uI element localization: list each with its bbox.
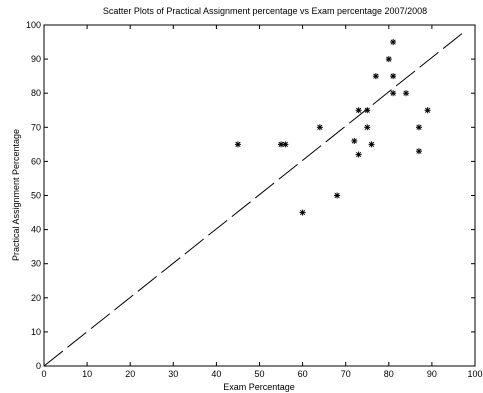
data-point bbox=[278, 141, 285, 148]
data-point bbox=[355, 151, 362, 158]
data-point bbox=[424, 107, 431, 114]
data-point bbox=[390, 90, 397, 97]
data-point bbox=[368, 141, 375, 148]
y-tick-label: 80 bbox=[31, 88, 41, 98]
x-tick-label: 90 bbox=[427, 369, 437, 379]
x-tick-label: 30 bbox=[168, 369, 178, 379]
data-point bbox=[299, 209, 306, 216]
data-point bbox=[415, 124, 422, 131]
x-tick-label: 60 bbox=[298, 369, 308, 379]
y-tick-label: 70 bbox=[31, 122, 41, 132]
x-tick-label: 10 bbox=[82, 369, 92, 379]
x-tick-label: 50 bbox=[254, 369, 264, 379]
y-tick-label: 20 bbox=[31, 293, 41, 303]
x-tick-label: 80 bbox=[384, 369, 394, 379]
reference-line bbox=[43, 33, 463, 367]
data-point bbox=[316, 124, 323, 131]
y-tick-label: 100 bbox=[26, 20, 41, 30]
data-point bbox=[385, 56, 392, 63]
data-point bbox=[364, 124, 371, 131]
data-point bbox=[282, 141, 289, 148]
data-point bbox=[351, 137, 358, 144]
data-point bbox=[334, 192, 341, 199]
data-point bbox=[372, 73, 379, 80]
y-tick-label: 30 bbox=[31, 259, 41, 269]
data-point bbox=[390, 39, 397, 46]
data-point bbox=[355, 107, 362, 114]
data-point bbox=[403, 90, 410, 97]
reference-line-path bbox=[43, 33, 463, 367]
y-tick-label: 60 bbox=[31, 156, 41, 166]
y-tick-label: 50 bbox=[31, 191, 41, 201]
x-tick-label: 0 bbox=[41, 369, 46, 379]
data-points bbox=[234, 39, 431, 216]
y-axis-title: Practical Assignment Percentage bbox=[11, 129, 21, 261]
y-tick-label: 90 bbox=[31, 54, 41, 64]
y-tick-label: 40 bbox=[31, 225, 41, 235]
axis-ticks: 0 10 20 30 40 50 60 70 80 90 100 0 10 20 30 40 50 60 70 80 9… bbox=[26, 20, 483, 379]
data-point bbox=[234, 141, 241, 148]
chart-title: Scatter Plots of Practical Assignment pe… bbox=[103, 6, 427, 16]
x-tick-label: 100 bbox=[467, 369, 482, 379]
data-point bbox=[364, 107, 371, 114]
x-axis-title: Exam Percentage bbox=[223, 382, 295, 392]
x-tick-label: 20 bbox=[125, 369, 135, 379]
y-tick-label: 10 bbox=[31, 327, 41, 337]
x-tick-label: 70 bbox=[341, 369, 351, 379]
data-point bbox=[415, 148, 422, 155]
x-tick-label: 40 bbox=[211, 369, 221, 379]
y-tick-label: 0 bbox=[36, 361, 41, 371]
data-point bbox=[390, 73, 397, 80]
